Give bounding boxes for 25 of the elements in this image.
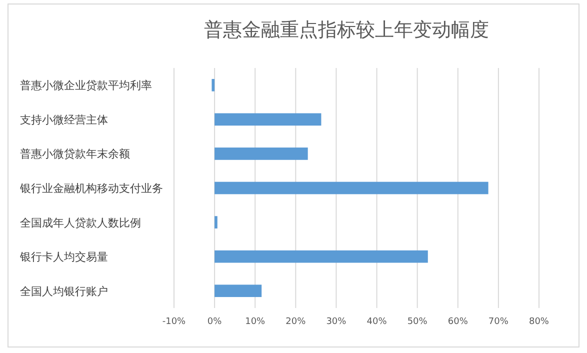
y-tick-label: 支持小微经营主体 bbox=[20, 113, 108, 126]
x-tick-label: 10% bbox=[245, 317, 266, 327]
bar bbox=[214, 148, 308, 160]
y-tick-label: 银行业金融机构移动支付业务 bbox=[19, 182, 163, 195]
bar bbox=[214, 113, 322, 126]
y-tick-label: 普惠小微企业贷款平均利率 bbox=[20, 79, 152, 92]
x-tick-label: -10% bbox=[162, 317, 186, 327]
y-tick-label: 银行卡人均交易量 bbox=[19, 250, 108, 264]
y-tick-label: 全国成年人贷款人数比例 bbox=[20, 216, 141, 230]
y-tick-label: 全国人均银行账户 bbox=[20, 284, 108, 298]
bar bbox=[214, 284, 262, 298]
x-tick-label: 50% bbox=[407, 317, 428, 327]
x-tick-label: 80% bbox=[528, 317, 550, 327]
x-tick-label: 40% bbox=[366, 317, 388, 327]
x-tick-label: 30% bbox=[326, 317, 347, 327]
chart-title: 普惠金融重点指标较上年变动幅度 bbox=[204, 19, 489, 41]
x-tick-label: 0% bbox=[207, 317, 222, 327]
bar bbox=[212, 78, 215, 92]
x-tick-label: 70% bbox=[488, 317, 509, 327]
bar bbox=[214, 250, 428, 263]
bar bbox=[214, 182, 488, 194]
y-tick-label: 普惠小微贷款年末余额 bbox=[20, 148, 130, 161]
bar bbox=[214, 216, 218, 228]
x-tick-label: 20% bbox=[286, 317, 306, 327]
x-tick-label: 60% bbox=[448, 317, 468, 327]
